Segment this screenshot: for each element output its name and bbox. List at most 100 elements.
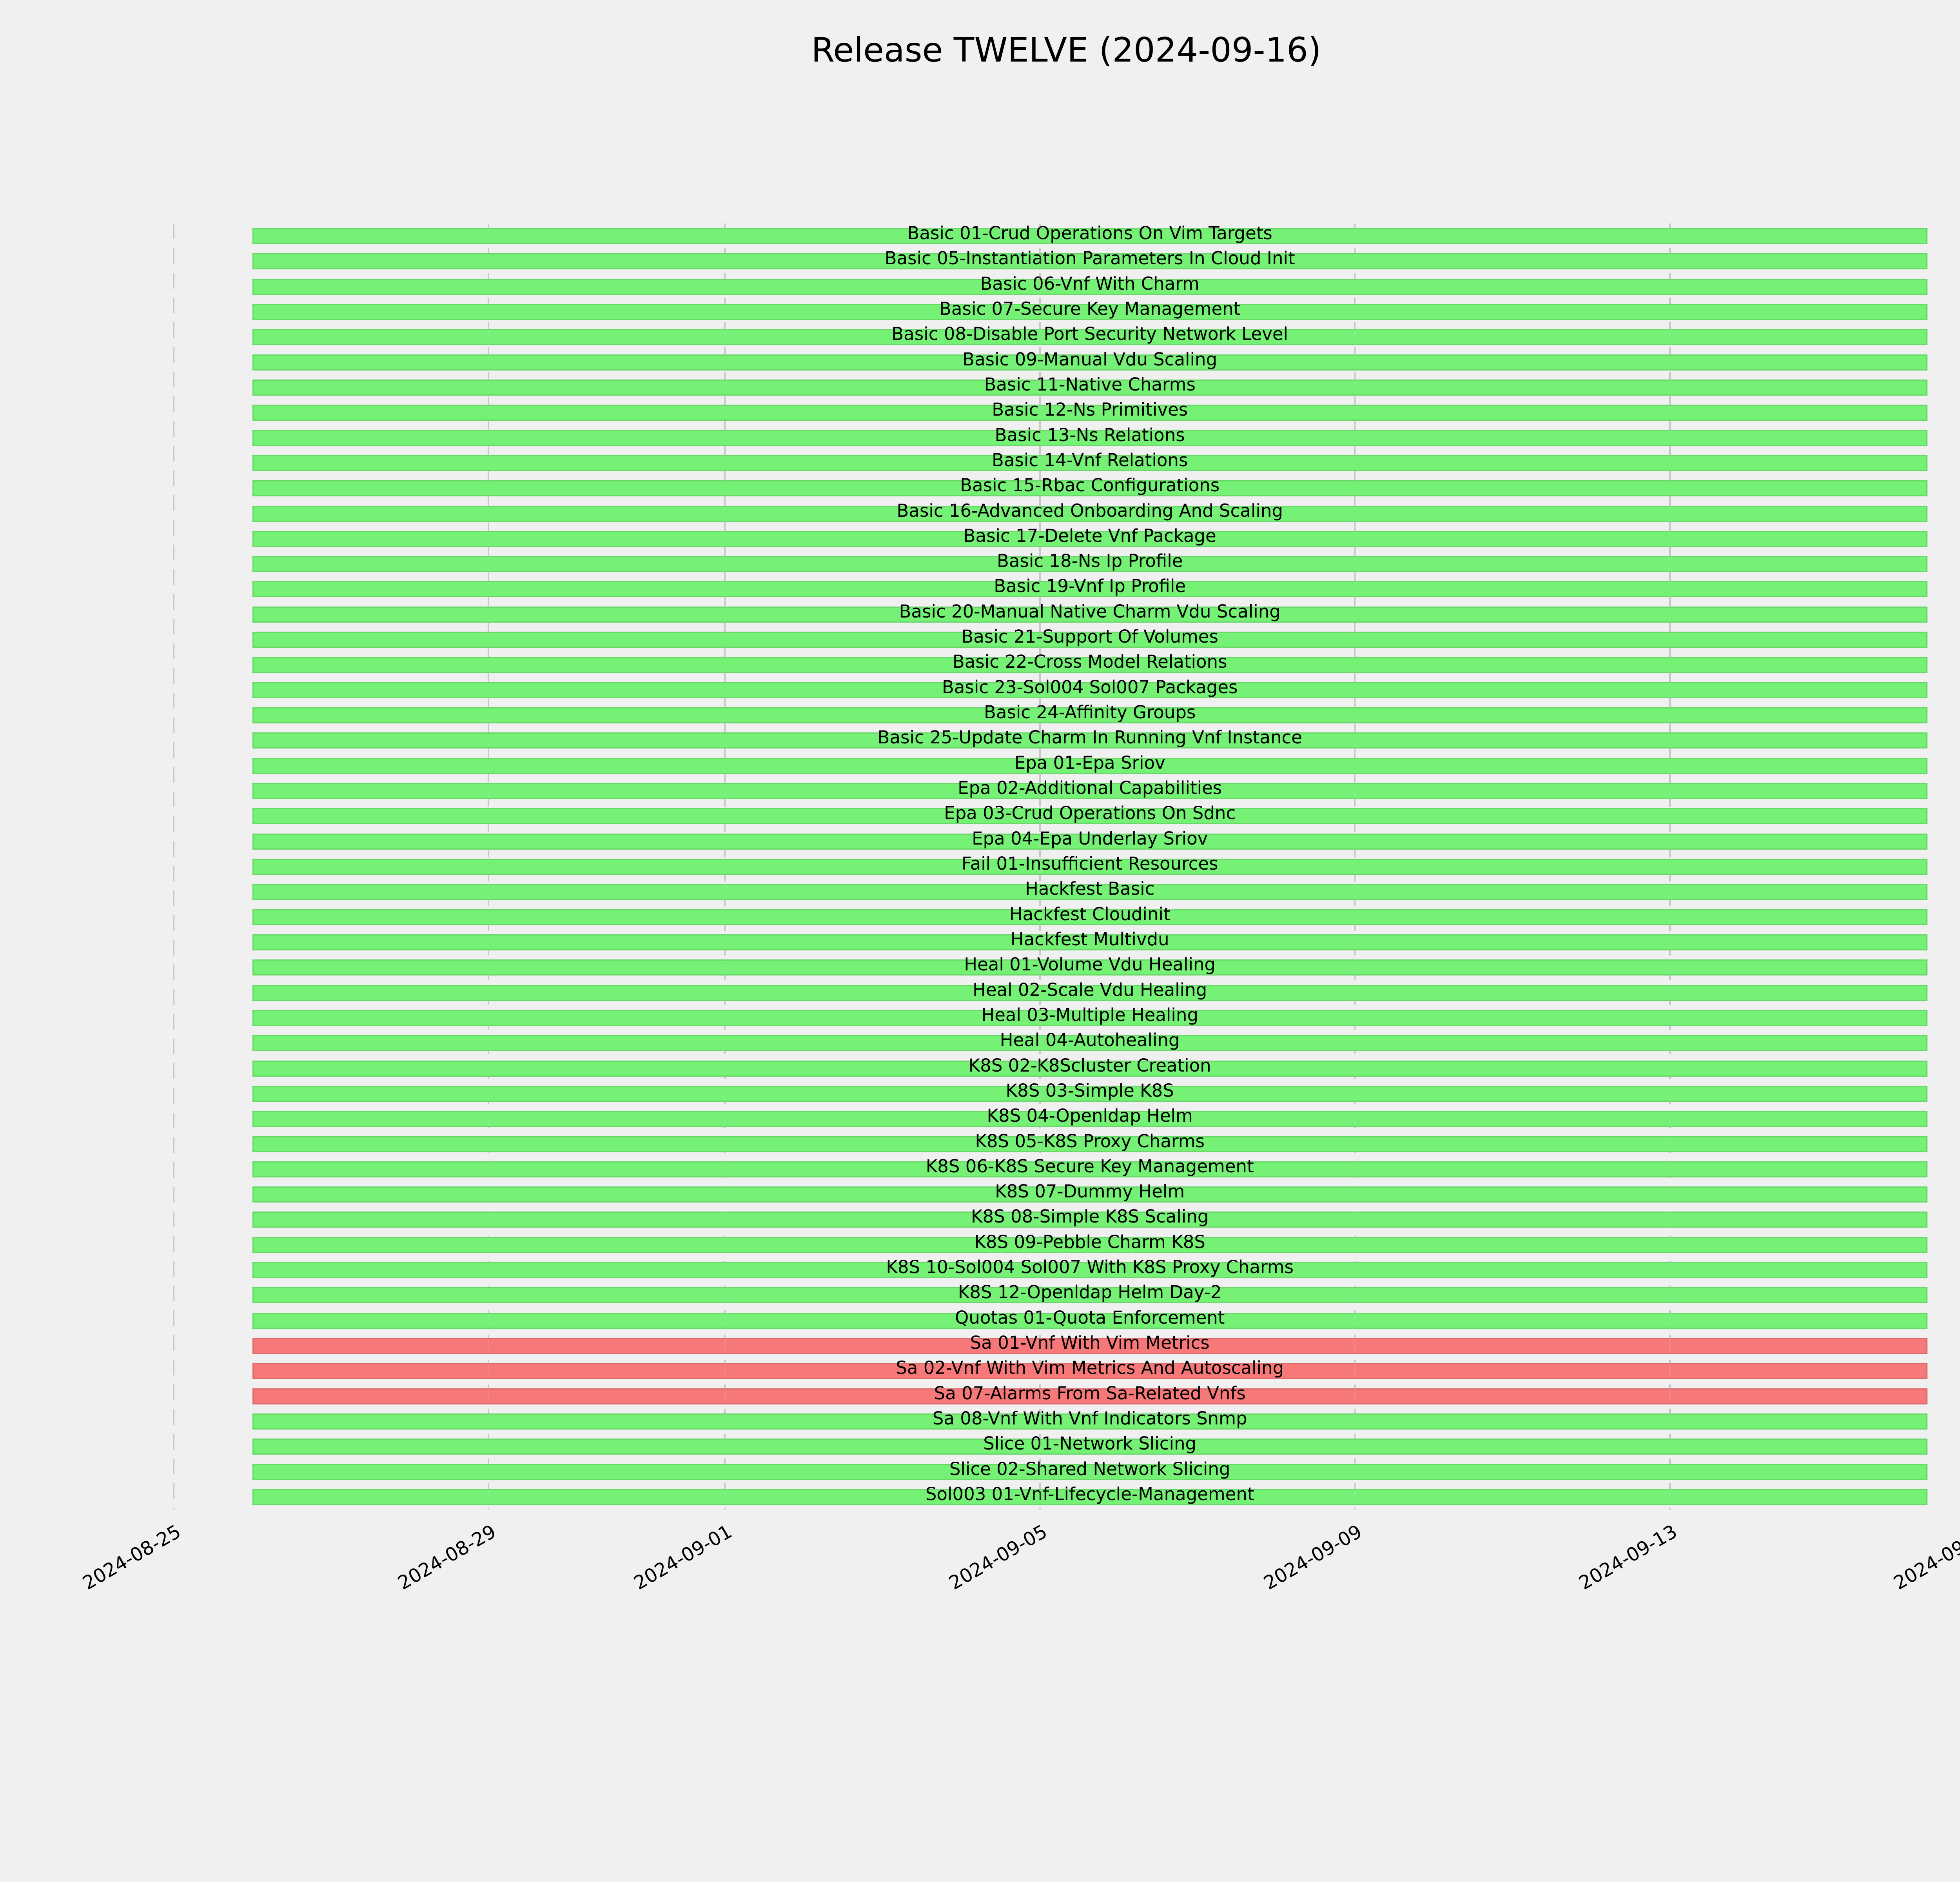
task-bar: Basic 19-Vnf Ip Profile — [252, 577, 1927, 598]
task-bar-label: Basic 20-Manual Native Charm Vdu Scaling — [899, 601, 1281, 622]
task-bar: Basic 16-Advanced Onboarding And Scaling — [252, 502, 1927, 522]
task-bar: Sa 08-Vnf With Vnf Indicators Snmp — [252, 1408, 1927, 1430]
task-bar: Quotas 01-Quota Enforcement — [252, 1309, 1927, 1329]
task-bar-label: Basic 13-Ns Relations — [995, 424, 1185, 445]
task-bar: K8S 04-Openldap Helm — [252, 1107, 1927, 1127]
task-bar-label: Basic 18-Ns Ip Profile — [996, 550, 1183, 572]
task-bar-label: K8S 08-Simple K8S Scaling — [971, 1206, 1209, 1227]
task-bar: Basic 09-Manual Vdu Scaling — [252, 349, 1927, 371]
task-bar-label: Sa 07-Alarms From Sa-Related Vnfs — [934, 1382, 1246, 1404]
task-bar: Heal 02-Scale Vdu Healing — [252, 981, 1927, 1001]
task-bar-label: K8S 12-Openldap Helm Day-2 — [958, 1282, 1222, 1303]
x-gridline — [173, 223, 174, 1510]
task-bar: Basic 23-Sol004 Sol007 Packages — [252, 678, 1927, 698]
task-bar: Basic 22-Cross Model Relations — [252, 653, 1927, 673]
task-bar: Basic 24-Affinity Groups — [252, 703, 1927, 724]
task-bar-label: Basic 24-Affinity Groups — [984, 702, 1196, 723]
task-bar-label: Basic 06-Vnf With Charm — [980, 273, 1200, 294]
task-bar: Basic 14-Vnf Relations — [252, 451, 1927, 471]
task-bar-label: Sa 01-Vnf With Vim Metrics — [970, 1332, 1210, 1353]
task-bar: Basic 01-Crud Operations On Vim Targets — [252, 224, 1927, 244]
task-bar-label: Basic 22-Cross Model Relations — [952, 651, 1227, 672]
task-bar-label: Sol003 01-Vnf-Lifecycle-Management — [925, 1484, 1254, 1504]
task-bar-label: Epa 04-Epa Underlay Sriov — [972, 828, 1208, 849]
task-bar-label: Basic 16-Advanced Onboarding And Scaling — [897, 500, 1283, 521]
task-bar-label: Basic 01-Crud Operations On Vim Targets — [907, 223, 1272, 243]
task-bar: Sa 02-Vnf With Vim Metrics And Autoscali… — [252, 1359, 1927, 1379]
task-bar-label: K8S 09-Pebble Charm K8S — [974, 1231, 1205, 1252]
task-bar: Basic 06-Vnf With Charm — [252, 275, 1927, 295]
x-tick-label: 2024-09-17 — [1890, 1520, 1960, 1594]
task-bar-label: Epa 03-Crud Operations On Sdnc — [944, 803, 1236, 824]
task-bar: Hackfest Basic — [252, 880, 1927, 900]
task-bar-label: Epa 02-Additional Capabilities — [958, 778, 1222, 799]
task-bar-label: Basic 19-Vnf Ip Profile — [994, 576, 1186, 597]
task-bar: Basic 20-Manual Native Charm Vdu Scaling — [252, 603, 1927, 623]
task-bar-label: Basic 12-Ns Primitives — [992, 399, 1188, 420]
task-bar: K8S 06-K8S Secure Key Management — [252, 1157, 1927, 1177]
task-bar-label: Basic 07-Secure Key Management — [939, 298, 1241, 319]
task-bar: Basic 21-Support Of Volumes — [252, 628, 1927, 648]
x-gridline — [1039, 223, 1041, 1510]
x-tick-label: 2024-09-01 — [630, 1520, 736, 1594]
task-bar: Sol003 01-Vnf-Lifecycle-Management — [252, 1485, 1927, 1505]
x-tick-label: 2024-09-13 — [1575, 1520, 1681, 1594]
task-bar: Basic 12-Ns Primitives — [252, 401, 1927, 421]
x-tick-label: 2024-08-25 — [79, 1520, 185, 1594]
task-bar-label: Epa 01-Epa Sriov — [1014, 752, 1165, 773]
task-bar-label: Sa 02-Vnf With Vim Metrics And Autoscali… — [896, 1357, 1284, 1379]
task-bar: K8S 12-Openldap Helm Day-2 — [252, 1283, 1927, 1304]
task-bar-label: Basic 25-Update Charm In Running Vnf Ins… — [877, 727, 1302, 748]
task-bar-label: Slice 02-Shared Network Slicing — [949, 1458, 1230, 1479]
task-bar: Basic 05-Instantiation Parameters In Clo… — [252, 249, 1927, 270]
task-bar-label: Hackfest Cloudinit — [1009, 903, 1171, 925]
task-bar-label: Hackfest Basic — [1025, 878, 1155, 899]
task-bar-label: K8S 04-Openldap Helm — [987, 1105, 1193, 1126]
task-bar-label: Basic 17-Delete Vnf Package — [963, 525, 1216, 546]
task-bar-label: Hackfest Multivdu — [1010, 928, 1169, 950]
task-bar-label: Basic 05-Instantiation Parameters In Clo… — [884, 248, 1295, 269]
task-bar: Epa 01-Epa Sriov — [252, 754, 1927, 774]
x-gridline — [1354, 223, 1356, 1510]
x-gridline — [488, 223, 490, 1510]
task-bar: Epa 04-Epa Underlay Sriov — [252, 830, 1927, 850]
x-tick-label: 2024-08-29 — [394, 1520, 500, 1594]
task-bar-label: Fail 01-Insufficient Resources — [961, 853, 1218, 874]
task-bar-label: K8S 03-Simple K8S — [1005, 1080, 1174, 1101]
task-bar: Heal 04-Autohealing — [252, 1031, 1927, 1052]
task-bar: Basic 11-Native Charms — [252, 376, 1927, 396]
task-bar-label: Heal 01-Volume Vdu Healing — [964, 954, 1216, 975]
task-bar: K8S 09-Pebble Charm K8S — [252, 1233, 1927, 1253]
task-bar-label: K8S 05-K8S Proxy Charms — [975, 1130, 1205, 1152]
task-bar-label: Basic 11-Native Charms — [984, 374, 1196, 395]
task-bar-label: Heal 04-Autohealing — [1000, 1030, 1180, 1051]
task-bar: Basic 07-Secure Key Management — [252, 300, 1927, 320]
task-bar: Hackfest Multivdu — [252, 930, 1927, 950]
task-bar: K8S 10-Sol004 Sol007 With K8S Proxy Char… — [252, 1258, 1927, 1279]
task-bar: Epa 02-Additional Capabilities — [252, 779, 1927, 799]
task-bar-label: Heal 02-Scale Vdu Healing — [973, 979, 1207, 1000]
task-bar-label: Basic 09-Manual Vdu Scaling — [962, 349, 1218, 370]
task-bar-label: K8S 06-K8S Secure Key Management — [926, 1155, 1254, 1177]
task-bar: Basic 17-Delete Vnf Package — [252, 527, 1927, 547]
task-bar-label: K8S 10-Sol004 Sol007 With K8S Proxy Char… — [886, 1257, 1294, 1278]
x-gridline — [1669, 223, 1671, 1510]
task-bar: Basic 15-Rbac Configurations — [252, 476, 1927, 497]
task-bar: Slice 02-Shared Network Slicing — [252, 1460, 1927, 1480]
task-bar: Basic 18-Ns Ip Profile — [252, 552, 1927, 572]
task-bar: K8S 03-Simple K8S — [252, 1082, 1927, 1102]
x-gridline — [724, 223, 726, 1510]
x-tick-label: 2024-09-05 — [945, 1520, 1051, 1594]
task-bar: Heal 01-Volume Vdu Healing — [252, 954, 1927, 976]
x-tick-label: 2024-09-09 — [1260, 1520, 1366, 1594]
task-bar-label: Slice 01-Network Slicing — [983, 1433, 1197, 1454]
chart-title: Release TWELVE (2024-09-16) — [811, 31, 1321, 70]
task-bar-label: Quotas 01-Quota Enforcement — [955, 1307, 1225, 1328]
task-bar-label: Basic 08-Disable Port Security Network L… — [891, 323, 1289, 345]
task-bar: Fail 01-Insufficient Resources — [252, 855, 1927, 875]
task-bar-label: K8S 07-Dummy Helm — [995, 1181, 1185, 1202]
task-bar: Basic 25-Update Charm In Running Vnf Ins… — [252, 728, 1927, 749]
task-bar-label: Sa 08-Vnf With Vnf Indicators Snmp — [932, 1408, 1247, 1429]
task-bar: K8S 08-Simple K8S Scaling — [252, 1208, 1927, 1228]
